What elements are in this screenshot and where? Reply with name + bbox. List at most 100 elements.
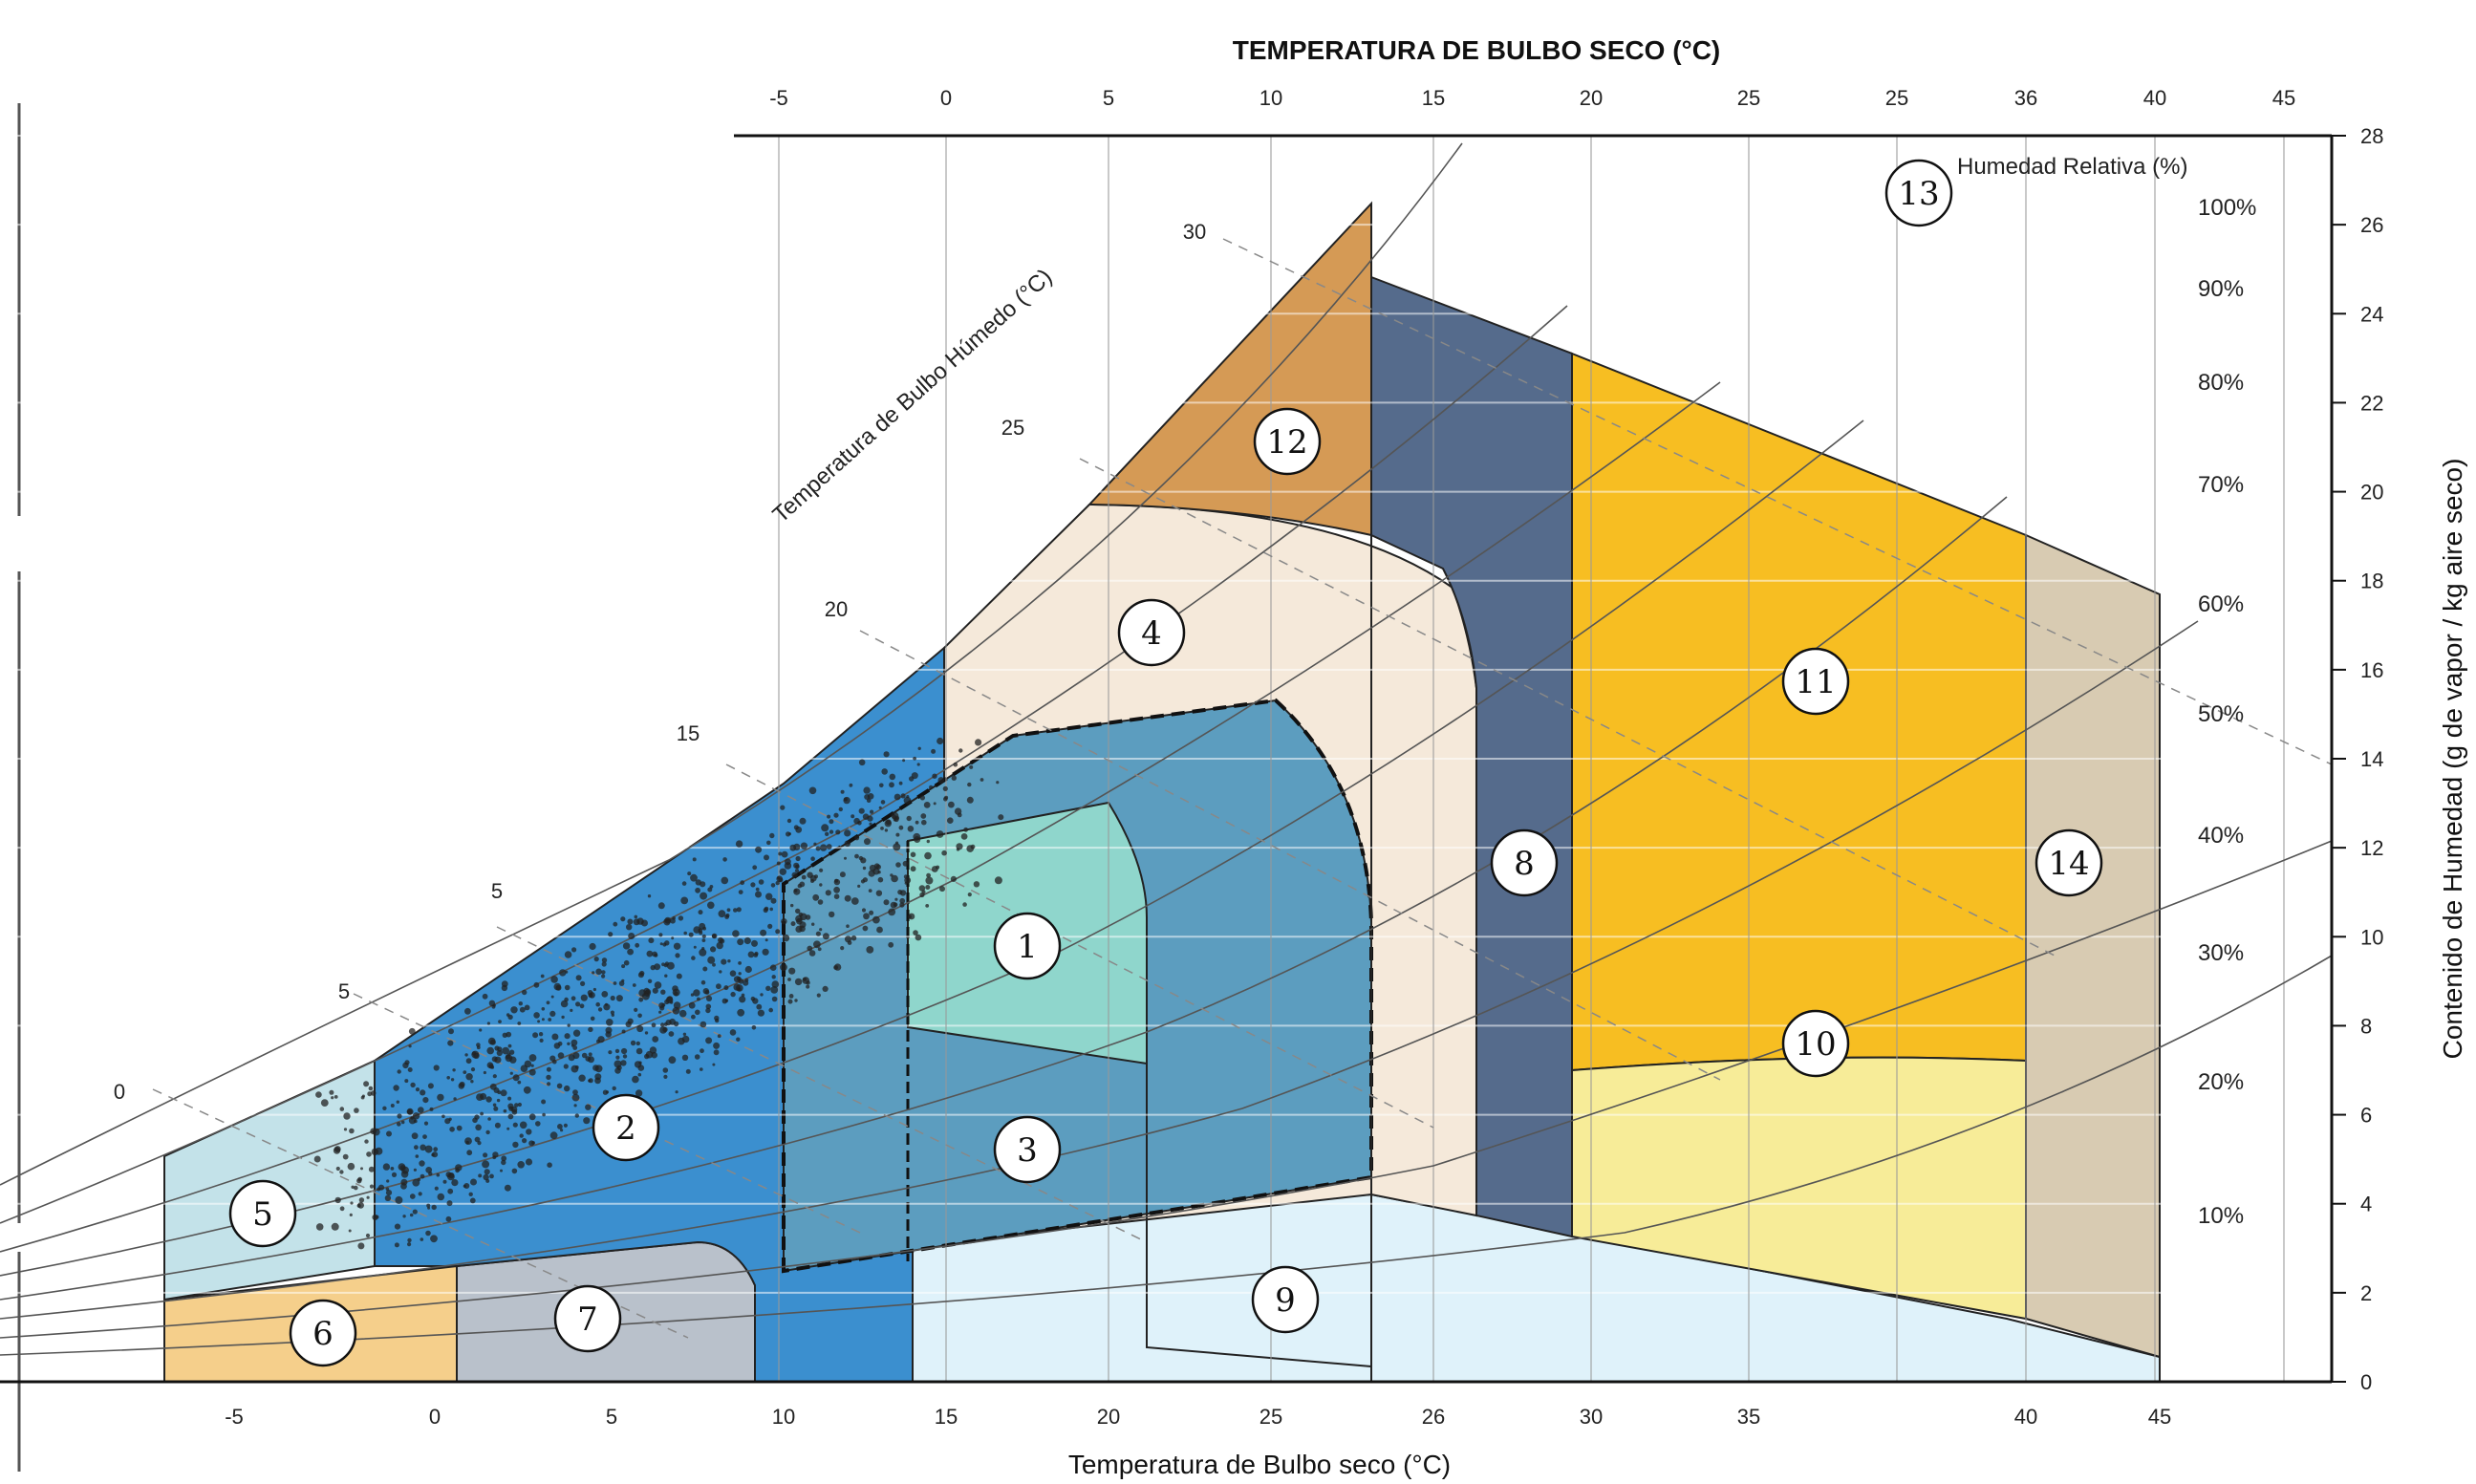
scatter-point (725, 913, 730, 918)
scatter-point (861, 908, 867, 913)
scatter-point (510, 1106, 518, 1113)
scatter-point (535, 1121, 541, 1127)
scatter-point (664, 940, 670, 946)
scatter-point (662, 1067, 669, 1073)
scatter-point (505, 1054, 511, 1060)
scatter-point (962, 902, 967, 907)
scatter-point (663, 918, 671, 926)
scatter-point (730, 991, 736, 998)
scatter-point (685, 1068, 691, 1074)
scatter-point (483, 1173, 489, 1181)
scatter-point (635, 942, 640, 948)
scatter-point (740, 880, 745, 886)
scatter-point (791, 871, 798, 878)
wet-bulb-lines (152, 238, 2333, 1339)
scatter-point (511, 1168, 518, 1174)
scatter-point (510, 1006, 518, 1014)
zone-marker-label: 3 (1017, 1131, 1038, 1170)
scatter-point (475, 1124, 482, 1131)
scatter-point (771, 996, 778, 1002)
bottom-tick-label: 10 (772, 1405, 795, 1429)
scatter-point (799, 925, 806, 933)
zone-marker-label: 10 (1795, 1025, 1836, 1064)
scatter-point (755, 846, 763, 853)
scatter-point (509, 1071, 513, 1075)
scatter-point (447, 1188, 454, 1194)
scatter-point (370, 1090, 377, 1096)
bottom-tick-label: 0 (429, 1405, 441, 1429)
rh-label: 80% (2198, 370, 2244, 396)
scatter-point (693, 926, 700, 934)
scatter-point (766, 840, 771, 846)
scatter-point (420, 1237, 424, 1241)
scatter-point (779, 868, 786, 875)
scatter-point (334, 1196, 341, 1204)
scatter-point (420, 1173, 425, 1179)
scatter-point (664, 961, 670, 966)
scatter-point (419, 1160, 425, 1167)
scatter-point (785, 858, 791, 866)
top-tick-label: 15 (1422, 86, 1445, 110)
scatter-point (923, 802, 931, 808)
scatter-point (565, 970, 569, 974)
scatter-point (888, 908, 896, 916)
scatter-point (793, 843, 801, 851)
scatter-point (585, 1104, 592, 1110)
scatter-point (822, 933, 829, 940)
scatter-point (827, 814, 831, 819)
scatter-point (506, 1013, 510, 1017)
scatter-point (377, 1187, 381, 1192)
scatter-point (683, 931, 687, 936)
scatter-point (729, 1029, 737, 1036)
scatter-point (817, 947, 822, 952)
scatter-point (751, 1025, 757, 1030)
scatter-point (654, 981, 662, 989)
wet-bulb-label: 25 (1001, 416, 1024, 440)
scatter-point (915, 820, 919, 825)
scatter-point (610, 995, 615, 1001)
scatter-point (487, 1117, 491, 1121)
scatter-point (620, 1060, 627, 1066)
y-tick-label: 14 (2360, 747, 2383, 771)
zone-marker-circle (228, 1179, 297, 1248)
scatter-point (654, 963, 661, 971)
scatter-point (862, 866, 867, 871)
scatter-point (846, 924, 850, 928)
scatter-point (712, 962, 716, 967)
scatter-point (635, 1041, 640, 1046)
y-tick-label: 16 (2360, 658, 2383, 682)
scatter-point (636, 1025, 644, 1033)
scatter-point (810, 856, 815, 861)
scatter-point (431, 1204, 437, 1211)
scatter-point (794, 999, 798, 1002)
scatter-point (652, 951, 657, 957)
scatter-point (644, 1031, 649, 1035)
scatter-point (492, 1103, 497, 1108)
scatter-point (592, 971, 595, 975)
scatter-point (368, 1086, 374, 1091)
axis-ticks: -5 0 5 10 15 20 25 25 36 40 45-5 0 5 10 15 20 25 26 30 35 40… (225, 86, 2383, 1429)
scatter-point (829, 829, 834, 834)
scatter-point (615, 995, 623, 1002)
top-tick-label: 0 (940, 86, 952, 110)
scatter-point (592, 1065, 599, 1071)
scatter-point (412, 1112, 420, 1120)
scatter-point (829, 911, 835, 918)
scatter-point (567, 1042, 571, 1046)
scatter-point (825, 831, 829, 836)
scatter-point (533, 981, 540, 988)
scatter-point (879, 783, 884, 788)
scatter-point (913, 756, 916, 761)
scatter-point (719, 970, 722, 974)
scatter-point (493, 1087, 500, 1093)
scatter-point (588, 1026, 593, 1033)
scatter-point (507, 1096, 512, 1101)
scatter-point (365, 1233, 371, 1238)
wet-bulb-line (1222, 238, 2333, 765)
scatter-point (967, 893, 972, 897)
scatter-point (575, 1001, 581, 1007)
scatter-point (472, 1117, 478, 1124)
scatter-point (701, 934, 706, 939)
scatter-point (819, 883, 823, 887)
scatter-point (486, 1046, 494, 1055)
